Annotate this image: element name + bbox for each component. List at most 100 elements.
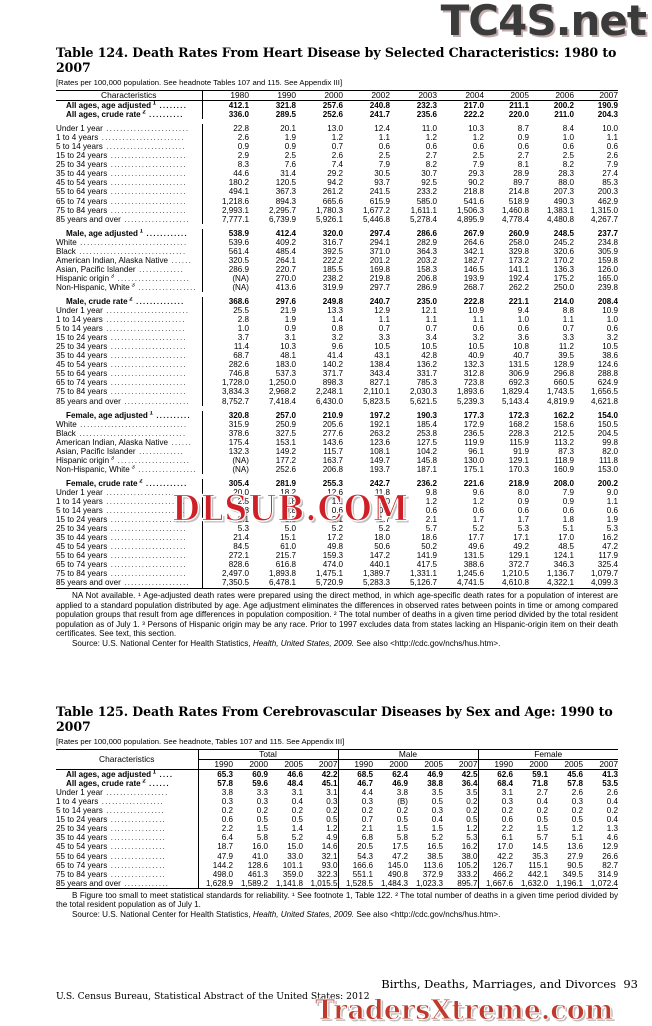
data-cell: 210.9 [322, 410, 343, 420]
data-cell: 262.2 [508, 282, 529, 292]
data-cell: 3.3 [256, 788, 268, 798]
table-124-col-characteristics: Characteristics [56, 90, 203, 101]
data-cell: 11.0 [421, 124, 437, 134]
table-row: 15 to 24 years ................ 0.6 0.5 0.5… [56, 815, 618, 825]
data-cell: 28.3 [558, 169, 574, 179]
data-cell: 234.8 [597, 237, 618, 247]
data-cell: 12.4 [374, 124, 390, 134]
data-cell: 192.4 [508, 273, 529, 283]
data-cell: 22.8 [233, 124, 249, 134]
data-cell: 0.5 [536, 815, 548, 825]
data-cell: 126.0 [597, 264, 618, 274]
data-cell: 1.4 [331, 315, 343, 325]
row-label-text: Asian, Pacific Islander [56, 446, 136, 456]
leader-dots: ................ [107, 815, 167, 825]
data-cell: 61.0 [280, 542, 296, 552]
data-cell: 5,823.5 [362, 396, 390, 406]
data-cell: 1,218.6 [221, 196, 249, 206]
data-cell: 65.3 [217, 770, 233, 780]
data-cell: 5,446.8 [362, 214, 390, 224]
page-footer-bureau: U.S. Census Bureau, Statistical Abstract… [56, 991, 370, 1002]
data-cell: 29.3 [468, 169, 484, 179]
row-label: 45 to 54 years ................ [56, 842, 199, 852]
table-row: 85 years and over ............. 1,628.9 1,… [56, 878, 618, 889]
data-cell: 60.9 [252, 770, 268, 780]
table-125-group-female: Female [477, 749, 618, 761]
data-cell: 0.5 [466, 815, 478, 825]
row-label: 25 to 34 years ................ [56, 824, 199, 834]
table-row: 65 to 74 years ...................... 1,2… [56, 196, 618, 206]
data-cell: 85.3 [602, 178, 618, 188]
data-cell: 343.4 [369, 369, 390, 379]
row-label-text: Non-Hispanic, White [56, 464, 130, 474]
data-cell: 93.0 [321, 860, 338, 870]
table-row: 35 to 44 years ...................... 68.… [56, 351, 618, 361]
data-cell: 1,829.4 [501, 387, 529, 397]
data-cell: 895.7 [457, 878, 478, 888]
table-125-block: Table 125. Death Rates From Cerebrovascu… [56, 704, 618, 919]
table-row: 45 to 54 years ...................... 180… [56, 178, 618, 188]
table-row: 1 to 4 years .................. 0.3 0.3 0.4… [56, 797, 618, 807]
data-cell: 1,611.1 [410, 205, 437, 215]
data-cell: 221.6 [463, 478, 484, 488]
data-cell: 0.3 [337, 797, 373, 807]
data-cell: 0.6 [425, 506, 437, 516]
data-cell: 319.9 [322, 282, 343, 292]
data-cell: 561.4 [228, 246, 249, 256]
data-cell: 1.7 [378, 515, 390, 525]
data-cell: 0.2 [291, 806, 303, 816]
table-row: 45 to 54 years ...................... 84.… [56, 542, 618, 552]
data-cell: 16.2 [602, 533, 618, 543]
data-cell: 1.7 [472, 515, 484, 525]
data-cell: 1.2 [425, 133, 437, 143]
leader-dots: ...................... [107, 205, 187, 215]
data-cell: 173.2 [508, 255, 529, 265]
table-row: American Indian, Alaska Native ...... 175… [56, 437, 618, 447]
data-cell: 1.4 [291, 824, 303, 834]
data-cell: 305.4 [228, 478, 249, 488]
data-cell: 48.5 [558, 542, 574, 552]
table-row: 55 to 64 years ...................... 272… [56, 551, 618, 561]
table-125-footnote: B Figure too small to meet statistical s… [56, 890, 618, 910]
data-cell: 3,834.3 [221, 387, 249, 397]
row-label: 25 to 34 years ...................... [56, 160, 203, 170]
data-cell: 3.5 [431, 788, 443, 798]
data-cell: 206.8 [322, 464, 343, 474]
table-125-year-header-row: 1990 2000 2005 2007 1990 2000 2005 2007 1990 2000… [56, 760, 618, 770]
data-cell: 5.7 [536, 833, 548, 843]
data-cell: 1.1 [331, 496, 343, 506]
table-row: 15 to 24 years ...................... 2.1… [56, 515, 618, 525]
data-cell: 0.6 [425, 142, 437, 152]
data-cell: 0.2 [326, 806, 338, 816]
row-label-text: Under 1 year [56, 306, 103, 316]
data-cell: 18.2 [280, 487, 296, 497]
data-cell: 240.8 [369, 101, 390, 111]
data-cell: 1.2 [472, 496, 484, 506]
row-label: 85 years and over ............. [56, 878, 199, 889]
table-row: Under 1 year ........................ 22.… [56, 124, 618, 134]
data-cell: 1.8 [562, 515, 574, 525]
table-124-year-2000: 2000 [324, 90, 343, 100]
data-cell: 5,621.5 [409, 396, 437, 406]
row-label: Under 1 year ........................ [56, 124, 203, 134]
data-cell: 62.4 [392, 770, 408, 780]
data-cell: 170.3 [508, 464, 529, 474]
data-cell: 490.8 [387, 869, 408, 879]
data-cell: 1,589.2 [240, 878, 268, 888]
data-cell: 2.1 [425, 515, 437, 525]
data-cell: 0.6 [472, 506, 484, 516]
leader-dots: ................. [134, 464, 198, 474]
data-cell: 248.5 [553, 228, 574, 238]
data-cell: 200.3 [597, 187, 618, 197]
data-cell: 3.2 [472, 333, 484, 343]
data-cell: 0.3 [477, 797, 513, 807]
row-label: 75 to 84 years ................ [56, 869, 199, 879]
leader-dots: ...................... [107, 515, 187, 525]
row-label-text: All ages, crude rate [66, 779, 141, 789]
data-cell: 0.5 [378, 506, 390, 516]
data-cell: 1,079.7 [590, 569, 618, 579]
data-cell: 44.6 [233, 169, 249, 179]
data-cell: 4,267.7 [590, 214, 618, 224]
data-cell: 1,250.0 [268, 378, 296, 388]
data-cell: 127.5 [416, 437, 437, 447]
